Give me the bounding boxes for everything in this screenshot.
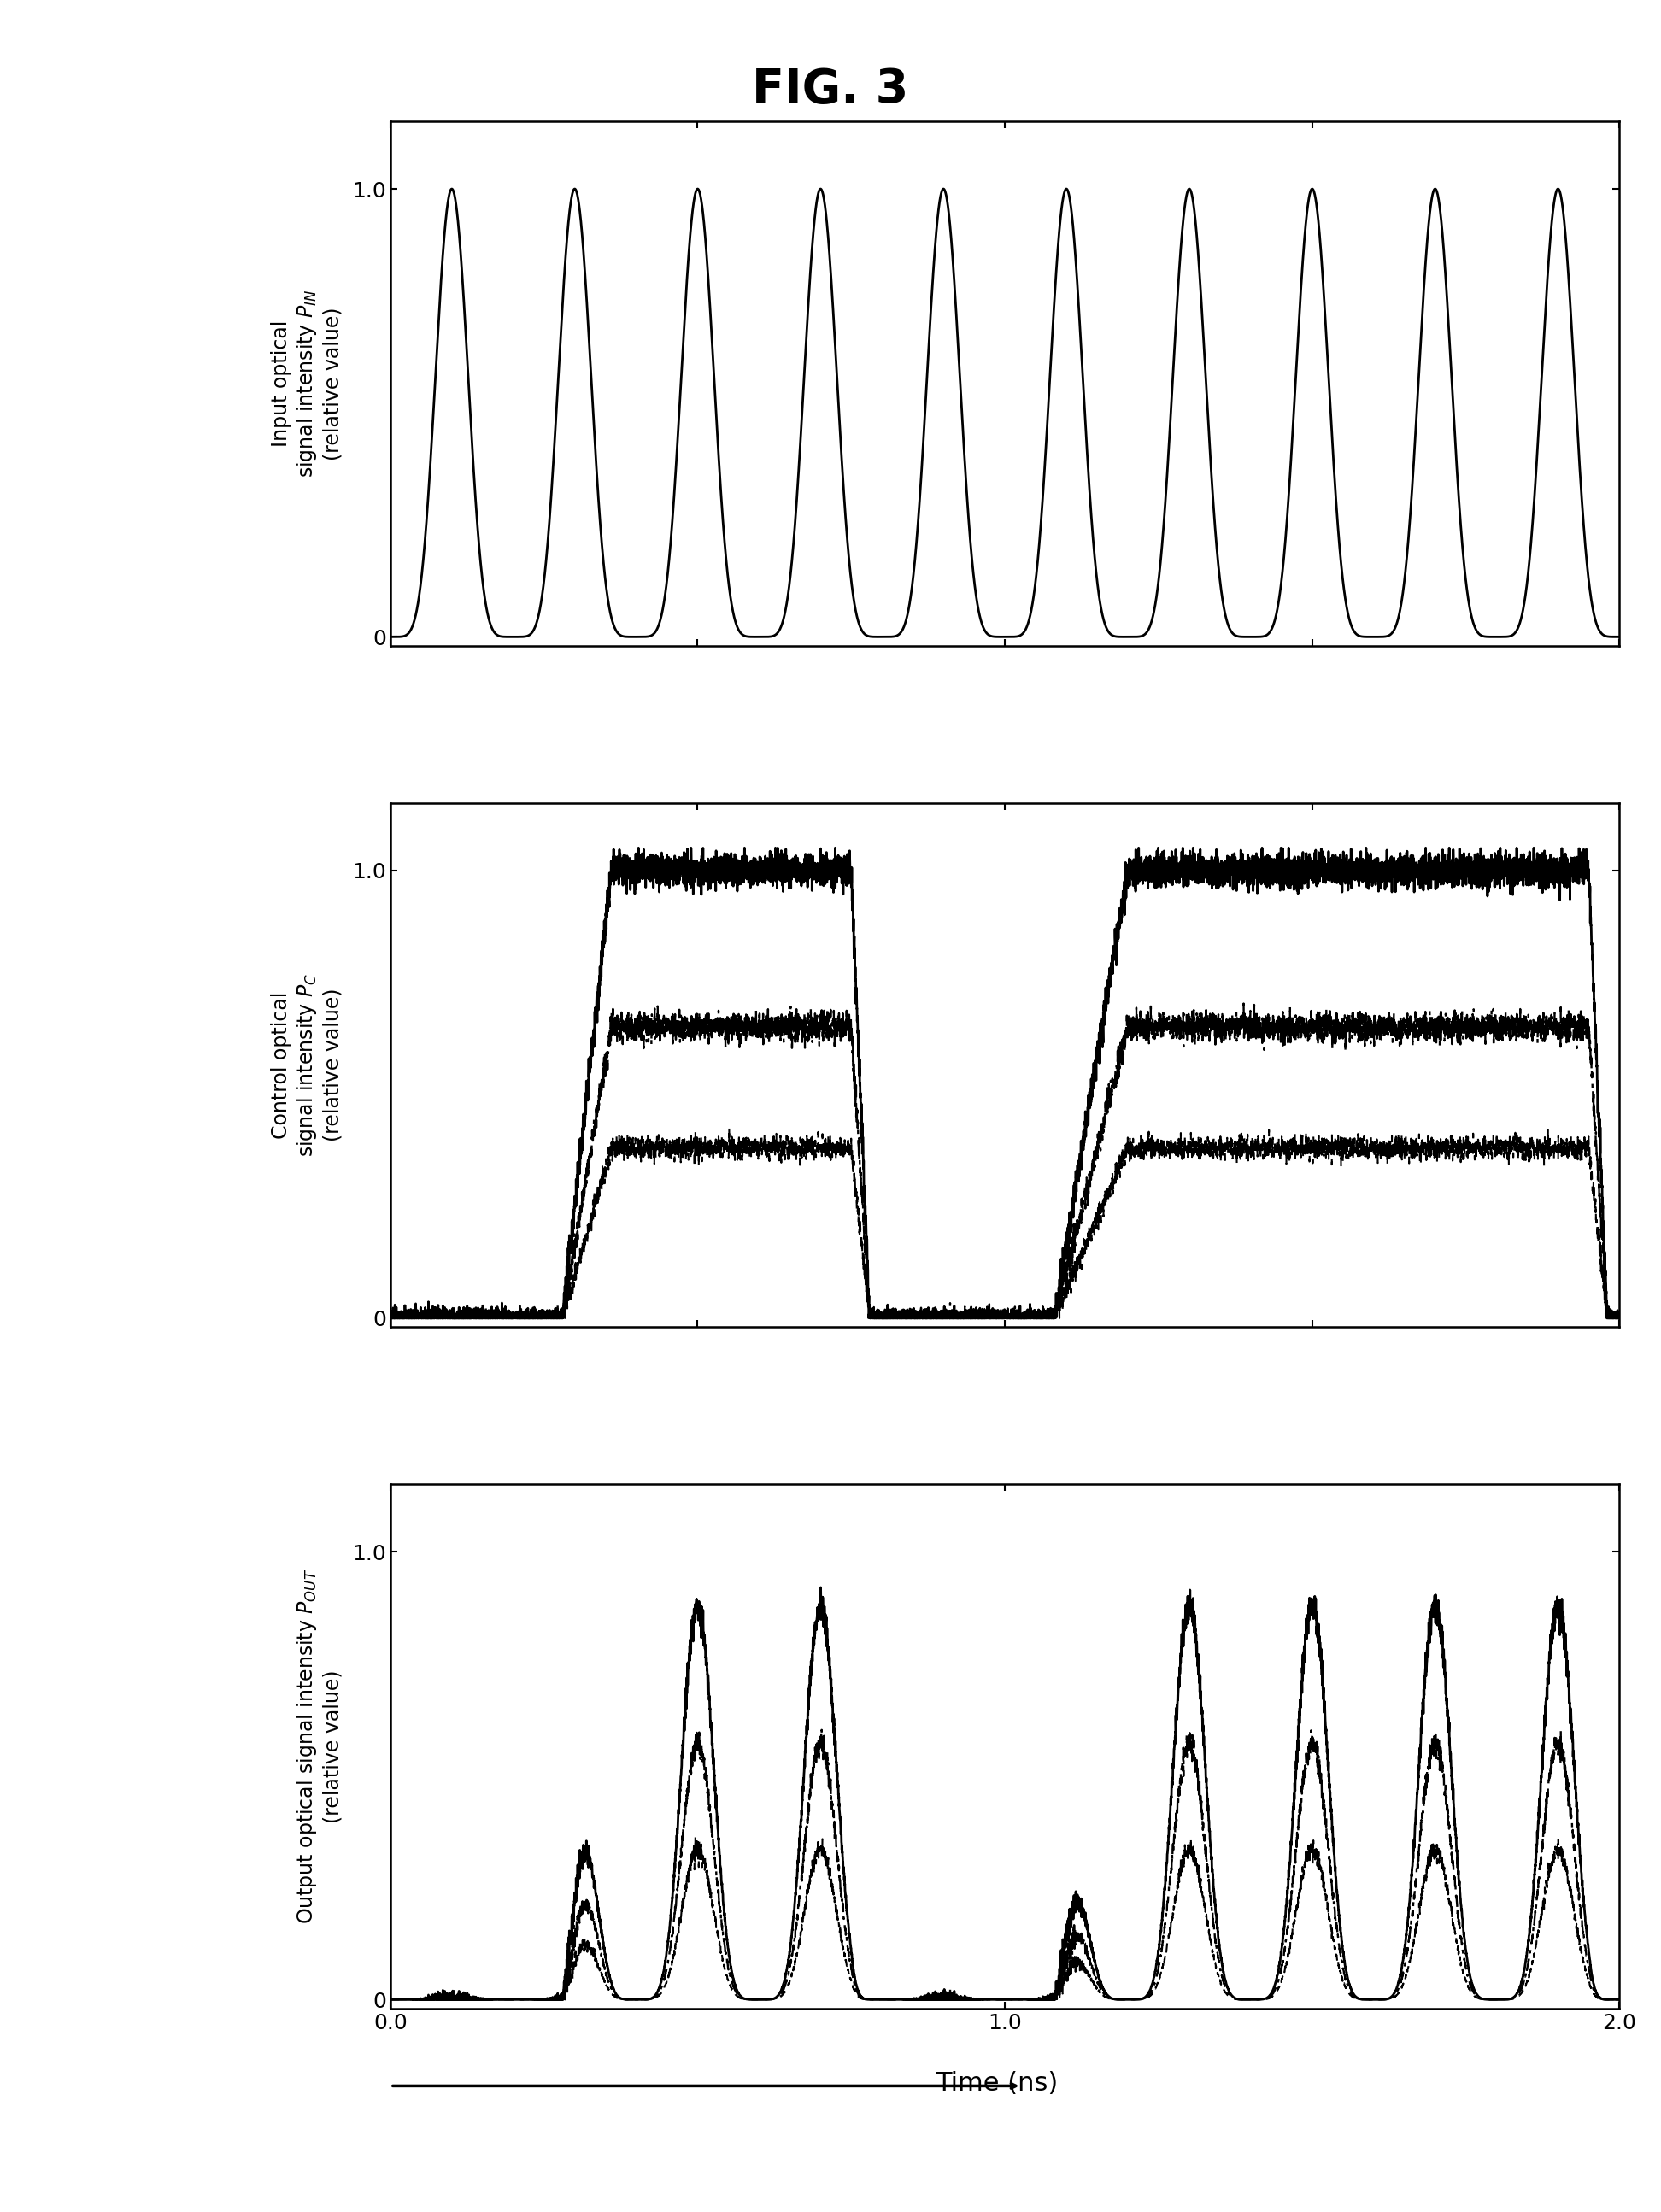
Text: Time (ns): Time (ns)	[935, 2070, 1058, 2097]
Text: FIG. 3: FIG. 3	[752, 66, 909, 113]
Y-axis label: Input optical
signal intensity $P_{IN}$
(relative value): Input optical signal intensity $P_{IN}$ …	[271, 290, 342, 478]
Y-axis label: Output optical signal intensity $P_{OUT}$
(relative value): Output optical signal intensity $P_{OUT}…	[296, 1568, 342, 1924]
Y-axis label: Control optical
signal intensity $P_C$
(relative value): Control optical signal intensity $P_C$ (…	[271, 973, 342, 1157]
